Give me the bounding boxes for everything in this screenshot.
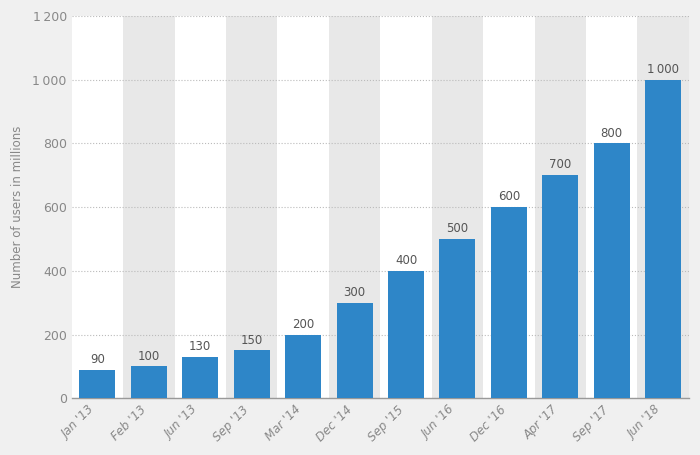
Text: 90: 90 xyxy=(90,353,105,366)
Bar xyxy=(123,16,174,398)
Text: 200: 200 xyxy=(292,318,314,331)
Text: 1 000: 1 000 xyxy=(648,63,679,76)
Bar xyxy=(586,16,638,398)
Bar xyxy=(79,369,116,398)
Text: 700: 700 xyxy=(550,158,571,172)
Bar xyxy=(440,239,475,398)
Bar xyxy=(71,16,123,398)
Bar xyxy=(226,16,277,398)
Text: 130: 130 xyxy=(189,340,211,353)
Text: 600: 600 xyxy=(498,190,520,203)
Text: 500: 500 xyxy=(447,222,468,235)
Text: 100: 100 xyxy=(138,349,160,363)
Bar xyxy=(329,16,380,398)
Bar xyxy=(542,175,578,398)
Bar xyxy=(638,16,689,398)
Y-axis label: Number of users in millions: Number of users in millions xyxy=(11,126,24,288)
Bar xyxy=(380,16,432,398)
Bar xyxy=(182,357,218,398)
Bar xyxy=(277,16,329,398)
Bar xyxy=(432,16,483,398)
Bar xyxy=(388,271,424,398)
Bar xyxy=(174,16,226,398)
Bar xyxy=(645,80,681,398)
Text: 150: 150 xyxy=(241,334,262,347)
Text: 800: 800 xyxy=(601,126,623,140)
Text: 300: 300 xyxy=(344,286,365,299)
Bar xyxy=(131,366,167,398)
Bar xyxy=(234,350,270,398)
Bar xyxy=(535,16,586,398)
Bar xyxy=(594,143,630,398)
Text: 400: 400 xyxy=(395,254,417,267)
Bar xyxy=(491,207,527,398)
Bar xyxy=(285,334,321,398)
Bar xyxy=(337,303,372,398)
Bar xyxy=(483,16,535,398)
